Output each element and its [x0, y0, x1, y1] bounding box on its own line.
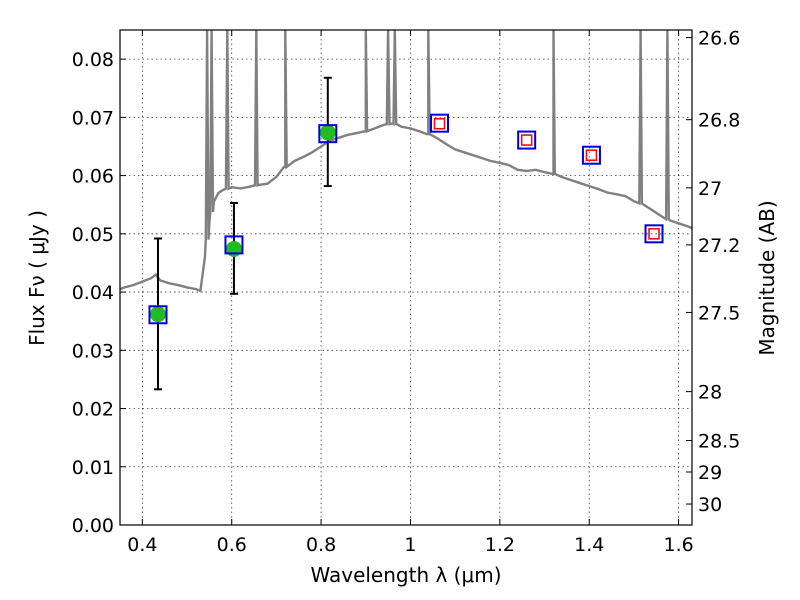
- y2-tick-label: 28: [698, 382, 722, 404]
- y2-tick-label: 29: [698, 462, 722, 484]
- predicted-point: [648, 228, 660, 240]
- y2-tick-label: 30: [698, 494, 722, 516]
- observed-point: [149, 306, 166, 323]
- model-point: [517, 130, 537, 150]
- model-point: [644, 224, 664, 244]
- predicted-point: [520, 134, 533, 146]
- model-point: [224, 235, 244, 255]
- x-tick-label: 1.4: [574, 534, 604, 556]
- y2-tick-label: 26.8: [698, 110, 740, 132]
- x-tick-label: 1.6: [663, 534, 693, 556]
- model-point: [581, 145, 601, 165]
- y2-tick-label: 26.6: [698, 28, 740, 50]
- y-tick-label: 0.01: [72, 457, 114, 479]
- y-tick-label: 0.00: [72, 515, 114, 537]
- y-tick-label: 0.03: [72, 340, 114, 362]
- y2-tick-label: 28.5: [698, 431, 740, 453]
- model-point: [148, 305, 168, 325]
- x-tick-label: 0.8: [306, 534, 336, 556]
- ticks: 0.4 0.6 0.8 1 1.2 1.4 1.6 0.00 0.01 0.02 0.03 0.04 0…: [72, 28, 741, 556]
- y2-tick-label: 27.2: [698, 235, 740, 257]
- y-tick-label: 0.08: [72, 49, 114, 71]
- grid: [120, 30, 692, 525]
- predicted-point: [433, 117, 446, 130]
- y2-tick-label: 27: [698, 178, 722, 200]
- y-axis-title: Flux Fν ( μJy ): [25, 210, 49, 346]
- y2-tick-label: 27.5: [698, 302, 740, 324]
- predicted-point: [585, 149, 598, 162]
- spectrum-line: [120, 30, 692, 293]
- y-tick-label: 0.02: [72, 399, 114, 421]
- spectrum: [120, 30, 692, 293]
- y-tick-label: 0.06: [72, 166, 114, 188]
- y-tick-label: 0.04: [72, 282, 114, 304]
- data-points: [148, 76, 664, 391]
- x-axis-title: Wavelength λ (μm): [310, 563, 501, 587]
- observed-point: [319, 124, 336, 141]
- model-point: [318, 124, 338, 144]
- x-tick-label: 0.4: [127, 534, 157, 556]
- x-tick-label: 1: [404, 534, 416, 556]
- y2-axis-title: Magnitude (AB): [755, 200, 779, 355]
- x-tick-label: 1.2: [485, 534, 515, 556]
- x-tick-label: 0.6: [217, 534, 247, 556]
- model-point: [430, 113, 450, 133]
- y-tick-label: 0.07: [72, 107, 114, 129]
- y-tick-label: 0.05: [72, 224, 114, 246]
- plot-frame: [119, 29, 693, 526]
